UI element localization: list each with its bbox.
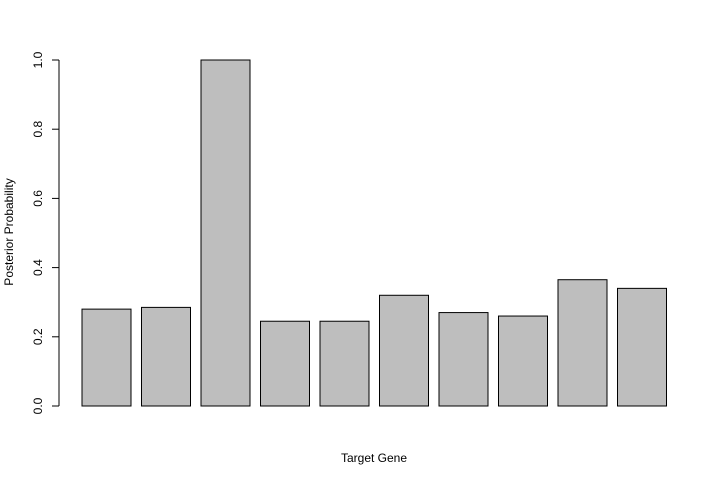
bar: [260, 320, 310, 407]
y-tick-label: 0.4: [31, 259, 45, 276]
y-tick-label: 0.2: [31, 328, 45, 345]
bar: [557, 279, 608, 407]
bar: [81, 308, 132, 407]
y-tick-label: 1.0: [31, 51, 45, 68]
bar: [617, 287, 667, 407]
bar: [379, 294, 429, 407]
bar: [438, 312, 489, 407]
bars: [81, 59, 667, 407]
bar: [498, 315, 548, 407]
bar: [319, 320, 370, 407]
y-axis: 0.0 0.2 0.4 0.6 0.8 1.0: [31, 51, 60, 414]
y-tick-label: 0.6: [31, 190, 45, 207]
y-tick-label: 0.0: [31, 397, 45, 414]
y-tick-label: 0.8: [31, 121, 45, 138]
bar: [200, 59, 251, 407]
y-axis-label: Posterior Probability: [2, 178, 16, 285]
x-axis-label: Target Gene: [341, 451, 407, 465]
bar: [141, 306, 191, 407]
